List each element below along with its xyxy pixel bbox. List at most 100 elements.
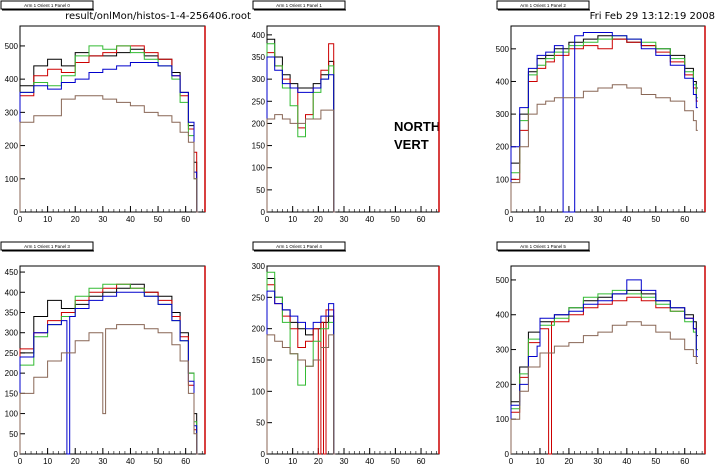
- header: result/onlMon/histos-1-4-256406.root Fri…: [65, 11, 715, 22]
- y-tick-label: 0: [505, 208, 510, 217]
- x-tick-label: 10: [536, 215, 545, 224]
- x-tick-label: 40: [365, 457, 374, 464]
- panel-title-box: [496, 241, 590, 251]
- x-tick-label: 30: [340, 215, 349, 224]
- y-tick-label: 350: [252, 53, 266, 62]
- x-tick-label: 0: [18, 215, 23, 224]
- y-tick-label: 500: [496, 276, 510, 285]
- y-tick-label: 0: [14, 208, 19, 217]
- plot-frame: [510, 25, 706, 213]
- y-tick-label: 0: [261, 208, 266, 217]
- x-tick-label: 60: [680, 215, 689, 224]
- x-tick-label: 60: [680, 457, 689, 464]
- x-tick-label: 40: [365, 215, 374, 224]
- x-tick-label: 10: [288, 457, 297, 464]
- panel-title: Arm 1 Orient 1 Panel 1: [276, 3, 322, 8]
- x-tick-label: 60: [181, 215, 190, 224]
- x-tick-label: 50: [391, 457, 400, 464]
- y-tick-label: 100: [252, 164, 266, 173]
- series-blue: [510, 279, 698, 454]
- y-tick-label: 500: [5, 42, 19, 51]
- y-tick-label: 0: [261, 450, 266, 459]
- y-tick-label: 500: [496, 45, 510, 54]
- panel-title-box: [496, 0, 590, 10]
- series-brown: [266, 109, 336, 213]
- y-tick-label: 150: [5, 389, 19, 398]
- timestamp-label: Fri Feb 29 13:12:19 2008: [590, 11, 715, 22]
- y-tick-label: 200: [496, 143, 510, 152]
- series-black: [510, 35, 698, 212]
- y-tick-label: 100: [496, 415, 510, 424]
- x-tick-label: 40: [126, 457, 135, 464]
- series-green: [510, 35, 698, 212]
- y-tick-label: 100: [5, 410, 19, 419]
- series-brown: [19, 95, 199, 213]
- x-tick-label: 50: [391, 215, 400, 224]
- panel-title-box: [252, 241, 346, 251]
- x-tick-label: 0: [509, 457, 514, 464]
- x-tick-label: 10: [43, 215, 52, 224]
- plot-frame: [19, 25, 206, 213]
- y-tick-label: 300: [252, 75, 266, 84]
- panel-title: Arm 1 Orient 1 Panel 2: [520, 3, 566, 8]
- y-tick-label: 450: [5, 268, 19, 277]
- y-tick-label: 200: [252, 325, 266, 334]
- x-tick-label: 0: [509, 215, 514, 224]
- series-blue: [266, 56, 336, 213]
- overlay-vert: VERT: [394, 137, 429, 152]
- panel-1: Arm 1 Orient 1 Panel 1 0 10 20 30 40 50 60 0 50 10…: [252, 0, 440, 224]
- series-blue: [266, 290, 336, 455]
- x-tick-label: 30: [98, 457, 107, 464]
- x-tick-label: 30: [593, 457, 602, 464]
- series-blue: [19, 291, 199, 455]
- y-tick-label: 100: [252, 387, 266, 396]
- x-tick-label: 10: [43, 457, 52, 464]
- x-tick-label: 10: [536, 457, 545, 464]
- x-tick-label: 20: [314, 215, 323, 224]
- overlay-north: NORTH: [394, 119, 440, 134]
- series-blue: [510, 32, 698, 213]
- y-tick-label: 250: [252, 97, 266, 106]
- y-tick-label: 300: [5, 108, 19, 117]
- series-blue: [19, 62, 199, 213]
- y-tick-label: 400: [5, 288, 19, 297]
- panel-5: Arm 1 Orient 1 Panel 5 0 10 20 30 40 50 60 0 100 2…: [496, 241, 706, 464]
- y-tick-label: 0: [14, 450, 19, 459]
- x-tick-label: 60: [417, 215, 426, 224]
- panel-title: Arm 1 Orient 1 Panel 5: [520, 244, 566, 249]
- y-tick-label: 250: [252, 293, 266, 302]
- series-red: [510, 296, 698, 455]
- file-path-label: result/onlMon/histos-1-4-256406.root: [65, 11, 251, 22]
- series-black: [266, 278, 336, 455]
- y-tick-label: 300: [5, 329, 19, 338]
- y-tick-label: 200: [5, 142, 19, 151]
- y-tick-label: 400: [5, 75, 19, 84]
- x-tick-label: 30: [98, 215, 107, 224]
- x-tick-label: 20: [564, 457, 573, 464]
- series-brown: [510, 84, 698, 212]
- series-red: [266, 43, 336, 213]
- plot-frame: [19, 265, 206, 455]
- series-brown: [510, 321, 698, 454]
- y-tick-label: 50: [9, 430, 18, 439]
- x-tick-label: 40: [622, 457, 631, 464]
- plot-frame: [266, 265, 440, 455]
- panel-title-box: [252, 0, 346, 10]
- series-red: [266, 284, 336, 455]
- x-tick-label: 50: [651, 215, 660, 224]
- series-black: [510, 289, 698, 454]
- x-tick-label: 0: [265, 457, 270, 464]
- y-tick-label: 300: [496, 110, 510, 119]
- series-green: [266, 43, 336, 213]
- x-tick-label: 20: [564, 215, 573, 224]
- x-tick-label: 50: [651, 457, 660, 464]
- x-tick-label: 20: [71, 457, 80, 464]
- x-tick-label: 20: [314, 457, 323, 464]
- panel-title-box: [0, 241, 94, 251]
- panel-2: Arm 1 Orient 1 Panel 2 0 10 20 30 40 50 60 0 100 2…: [496, 0, 706, 224]
- x-tick-label: 0: [18, 457, 23, 464]
- x-tick-label: 10: [288, 215, 297, 224]
- series-green: [19, 45, 199, 213]
